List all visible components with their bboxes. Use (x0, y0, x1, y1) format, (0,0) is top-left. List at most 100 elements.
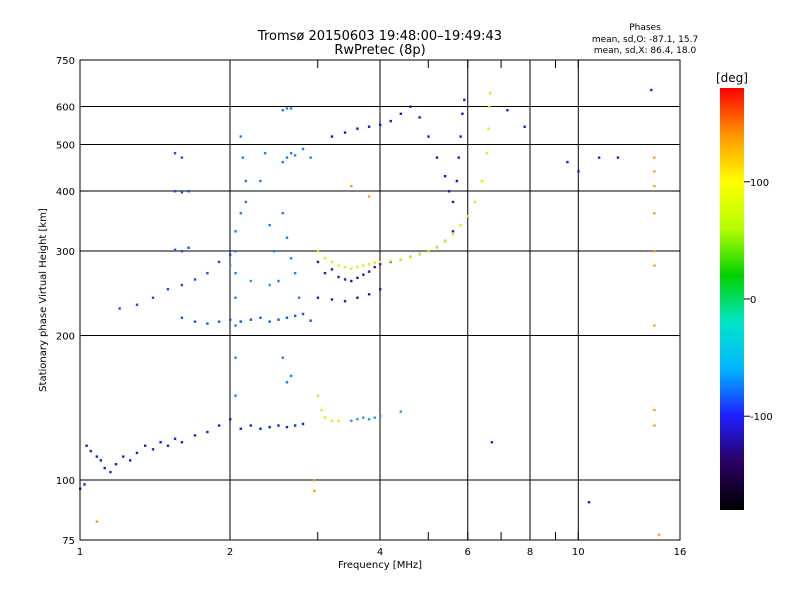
colorbar-tick-label: 100 (750, 178, 769, 189)
data-point (99, 459, 103, 462)
data-point (206, 271, 209, 275)
data-point (389, 119, 392, 123)
data-point (616, 156, 620, 159)
data-point (293, 314, 297, 318)
data-point (277, 318, 280, 321)
data-point (653, 170, 656, 173)
data-point (330, 135, 334, 138)
data-point (466, 214, 470, 218)
data-point (657, 533, 661, 536)
data-point (239, 212, 242, 215)
data-point (418, 252, 421, 256)
data-point (490, 441, 494, 444)
data-point (379, 262, 382, 266)
data-point (309, 319, 312, 322)
data-point (435, 156, 439, 159)
data-point (285, 236, 289, 239)
data-point (285, 381, 289, 384)
data-point (301, 147, 305, 151)
data-point (289, 257, 293, 260)
data-point (234, 324, 237, 327)
data-point (367, 270, 371, 273)
y-tick-label: 200 (56, 332, 75, 343)
data-point (187, 190, 190, 193)
x-tick-label: 4 (377, 547, 383, 558)
data-point (272, 250, 276, 253)
data-point (289, 152, 293, 155)
data-point (268, 283, 271, 287)
data-point (653, 324, 656, 327)
x-tick-label: 8 (527, 547, 533, 558)
data-point (234, 271, 237, 275)
data-point (187, 246, 190, 249)
data-point (180, 316, 184, 319)
data-point (653, 250, 656, 253)
data-point (234, 250, 237, 253)
data-point (337, 275, 340, 279)
data-point (277, 424, 280, 427)
data-point (653, 212, 656, 215)
data-point (268, 320, 271, 323)
data-point (217, 260, 221, 264)
data-point (455, 179, 459, 183)
data-point (350, 184, 353, 188)
data-point (343, 300, 347, 303)
data-point (323, 416, 327, 419)
data-point (577, 170, 580, 173)
y-tick-label: 600 (56, 103, 75, 114)
data-point (95, 520, 99, 523)
data-point (653, 424, 656, 427)
data-point (409, 255, 412, 259)
data-point (373, 261, 376, 264)
data-point (399, 258, 403, 261)
data-point (597, 156, 601, 159)
data-point (143, 444, 147, 447)
data-point (653, 184, 656, 188)
data-point (281, 109, 284, 112)
chart-subtitle: RwPretec (8p) (334, 43, 425, 58)
data-point (362, 416, 365, 419)
axis-ticks: 1 2 4 6 8 10 16 75 100 200 300 400 500 600 750 (56, 56, 686, 558)
data-point (330, 268, 334, 271)
data-point (244, 179, 248, 183)
data-point (488, 105, 491, 108)
data-point (229, 318, 232, 321)
data-point (268, 223, 271, 227)
data-point (241, 156, 245, 159)
y-tick-label: 500 (56, 141, 75, 152)
x-tick-label: 1 (77, 547, 83, 558)
data-point (122, 455, 125, 458)
colorbar-tick-label: 0 (750, 295, 756, 306)
data-point (239, 135, 242, 138)
data-point (316, 260, 320, 264)
data-point (379, 260, 382, 264)
data-point (350, 279, 353, 283)
data-point (330, 419, 334, 422)
data-point (506, 109, 509, 112)
data-point (83, 483, 86, 486)
data-point (135, 451, 139, 455)
data-point (193, 320, 197, 323)
data-point (95, 455, 99, 458)
data-point (418, 116, 421, 119)
data-point (180, 156, 184, 159)
data-point (316, 394, 320, 397)
data-point (173, 152, 177, 155)
data-point (362, 273, 365, 276)
data-point (281, 160, 284, 164)
data-point (217, 424, 221, 427)
data-point (263, 152, 267, 155)
data-point (489, 92, 492, 95)
data-point (249, 424, 253, 427)
data-point (330, 298, 334, 301)
data-point (362, 264, 365, 267)
data-point (587, 500, 591, 504)
data-point (234, 230, 237, 233)
data-point (114, 462, 118, 466)
data-point (316, 296, 320, 299)
data-point (316, 250, 320, 253)
data-point (379, 414, 382, 418)
x-tick-label: 10 (572, 547, 585, 558)
data-point (293, 271, 297, 275)
data-point (373, 265, 376, 269)
